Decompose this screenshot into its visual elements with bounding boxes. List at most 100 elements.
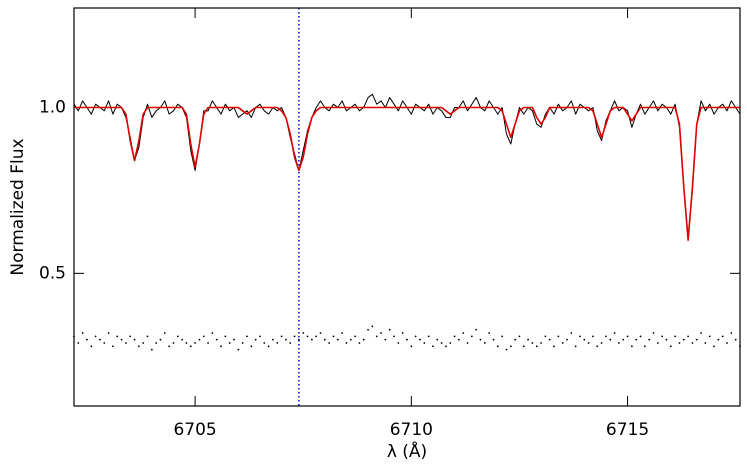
- residual-point: [189, 345, 192, 348]
- residual-point: [107, 332, 110, 334]
- residual-point: [544, 335, 547, 338]
- residual-point: [445, 345, 447, 348]
- residual-point: [120, 338, 123, 341]
- residual-point: [734, 338, 737, 341]
- residual-point: [393, 335, 395, 338]
- residual-point: [583, 338, 586, 341]
- residual-point: [211, 332, 214, 334]
- residual-point: [380, 332, 382, 334]
- residual-point: [579, 335, 581, 338]
- residual-point: [371, 325, 374, 328]
- residual-point: [609, 338, 612, 341]
- residual-point: [341, 332, 344, 334]
- residual-point: [388, 328, 391, 331]
- residual-point: [514, 338, 517, 341]
- residual-point: [254, 338, 257, 341]
- residual-point: [233, 338, 235, 341]
- residual-point: [397, 342, 400, 344]
- residual-point: [605, 335, 607, 338]
- residual-point: [643, 345, 646, 348]
- residual-point: [630, 345, 633, 348]
- residual-point: [293, 335, 296, 338]
- residual-point: [367, 328, 369, 331]
- residual-point: [267, 345, 270, 348]
- residual-point: [323, 338, 326, 341]
- residual-point: [176, 335, 179, 338]
- residual-point: [674, 335, 677, 338]
- residual-point: [436, 338, 439, 341]
- residual-point: [185, 342, 188, 344]
- residual-point: [678, 342, 681, 344]
- residual-point: [687, 335, 690, 338]
- residual-point: [237, 348, 240, 351]
- residual-point: [202, 335, 205, 338]
- residual-point: [345, 342, 348, 344]
- residual-point: [332, 335, 335, 338]
- residual-point: [99, 338, 101, 341]
- residual-point: [652, 332, 655, 334]
- x-tick-label: 6705: [173, 420, 216, 440]
- residual-point: [306, 335, 309, 338]
- residual-point: [492, 338, 495, 341]
- y-tick-label: 1.0: [39, 98, 66, 118]
- residual-point: [401, 332, 404, 334]
- residual-point: [384, 338, 387, 341]
- residual-point: [272, 338, 274, 341]
- residual-point: [656, 342, 659, 344]
- residual-point: [553, 345, 555, 348]
- residual-point: [501, 335, 504, 338]
- residual-point: [349, 338, 352, 341]
- residual-point: [717, 338, 720, 341]
- residual-point: [540, 342, 542, 344]
- residual-point: [527, 338, 529, 341]
- residual-point: [479, 338, 482, 341]
- residual-point: [570, 332, 573, 334]
- residual-point: [310, 338, 313, 341]
- residual-point: [354, 335, 357, 338]
- residual-point: [475, 328, 478, 331]
- residual-point: [328, 342, 331, 344]
- residual-point: [682, 338, 685, 341]
- residual-point: [319, 332, 322, 334]
- residual-point: [315, 335, 318, 338]
- residual-point: [81, 332, 84, 334]
- residual-point: [77, 342, 80, 344]
- residual-point: [457, 338, 460, 341]
- residual-point: [440, 342, 443, 344]
- residual-point: [574, 345, 577, 348]
- residual-point: [462, 332, 465, 334]
- residual-point: [159, 338, 162, 341]
- residual-point: [168, 345, 171, 348]
- y-axis-label: Normalized Flux: [8, 138, 28, 275]
- residual-point: [112, 345, 114, 348]
- residual-point: [488, 332, 491, 334]
- residual-point: [150, 348, 153, 351]
- residual-point: [730, 332, 733, 334]
- residual-point: [505, 348, 508, 351]
- residual-point: [289, 342, 292, 344]
- residual-point: [618, 342, 620, 344]
- residual-point: [228, 342, 231, 344]
- residual-point: [276, 342, 279, 344]
- residual-point: [224, 335, 227, 338]
- residual-point: [453, 335, 456, 338]
- residual-point: [172, 342, 175, 344]
- residual-point: [302, 332, 305, 334]
- residual-point: [470, 335, 473, 338]
- residual-point: [423, 342, 426, 344]
- residual-point: [639, 335, 642, 338]
- residual-point: [704, 342, 707, 344]
- residual-point: [124, 342, 127, 344]
- y-tick-label: 0.5: [39, 263, 66, 283]
- residual-point: [613, 332, 616, 334]
- x-tick-label: 6710: [390, 420, 433, 440]
- residual-point: [358, 342, 361, 344]
- residual-point: [129, 335, 132, 338]
- plot-frame: [73, 7, 741, 407]
- residual-point: [561, 342, 564, 344]
- residual-point: [94, 335, 97, 338]
- residual-point: [600, 342, 603, 344]
- residual-point: [155, 342, 158, 344]
